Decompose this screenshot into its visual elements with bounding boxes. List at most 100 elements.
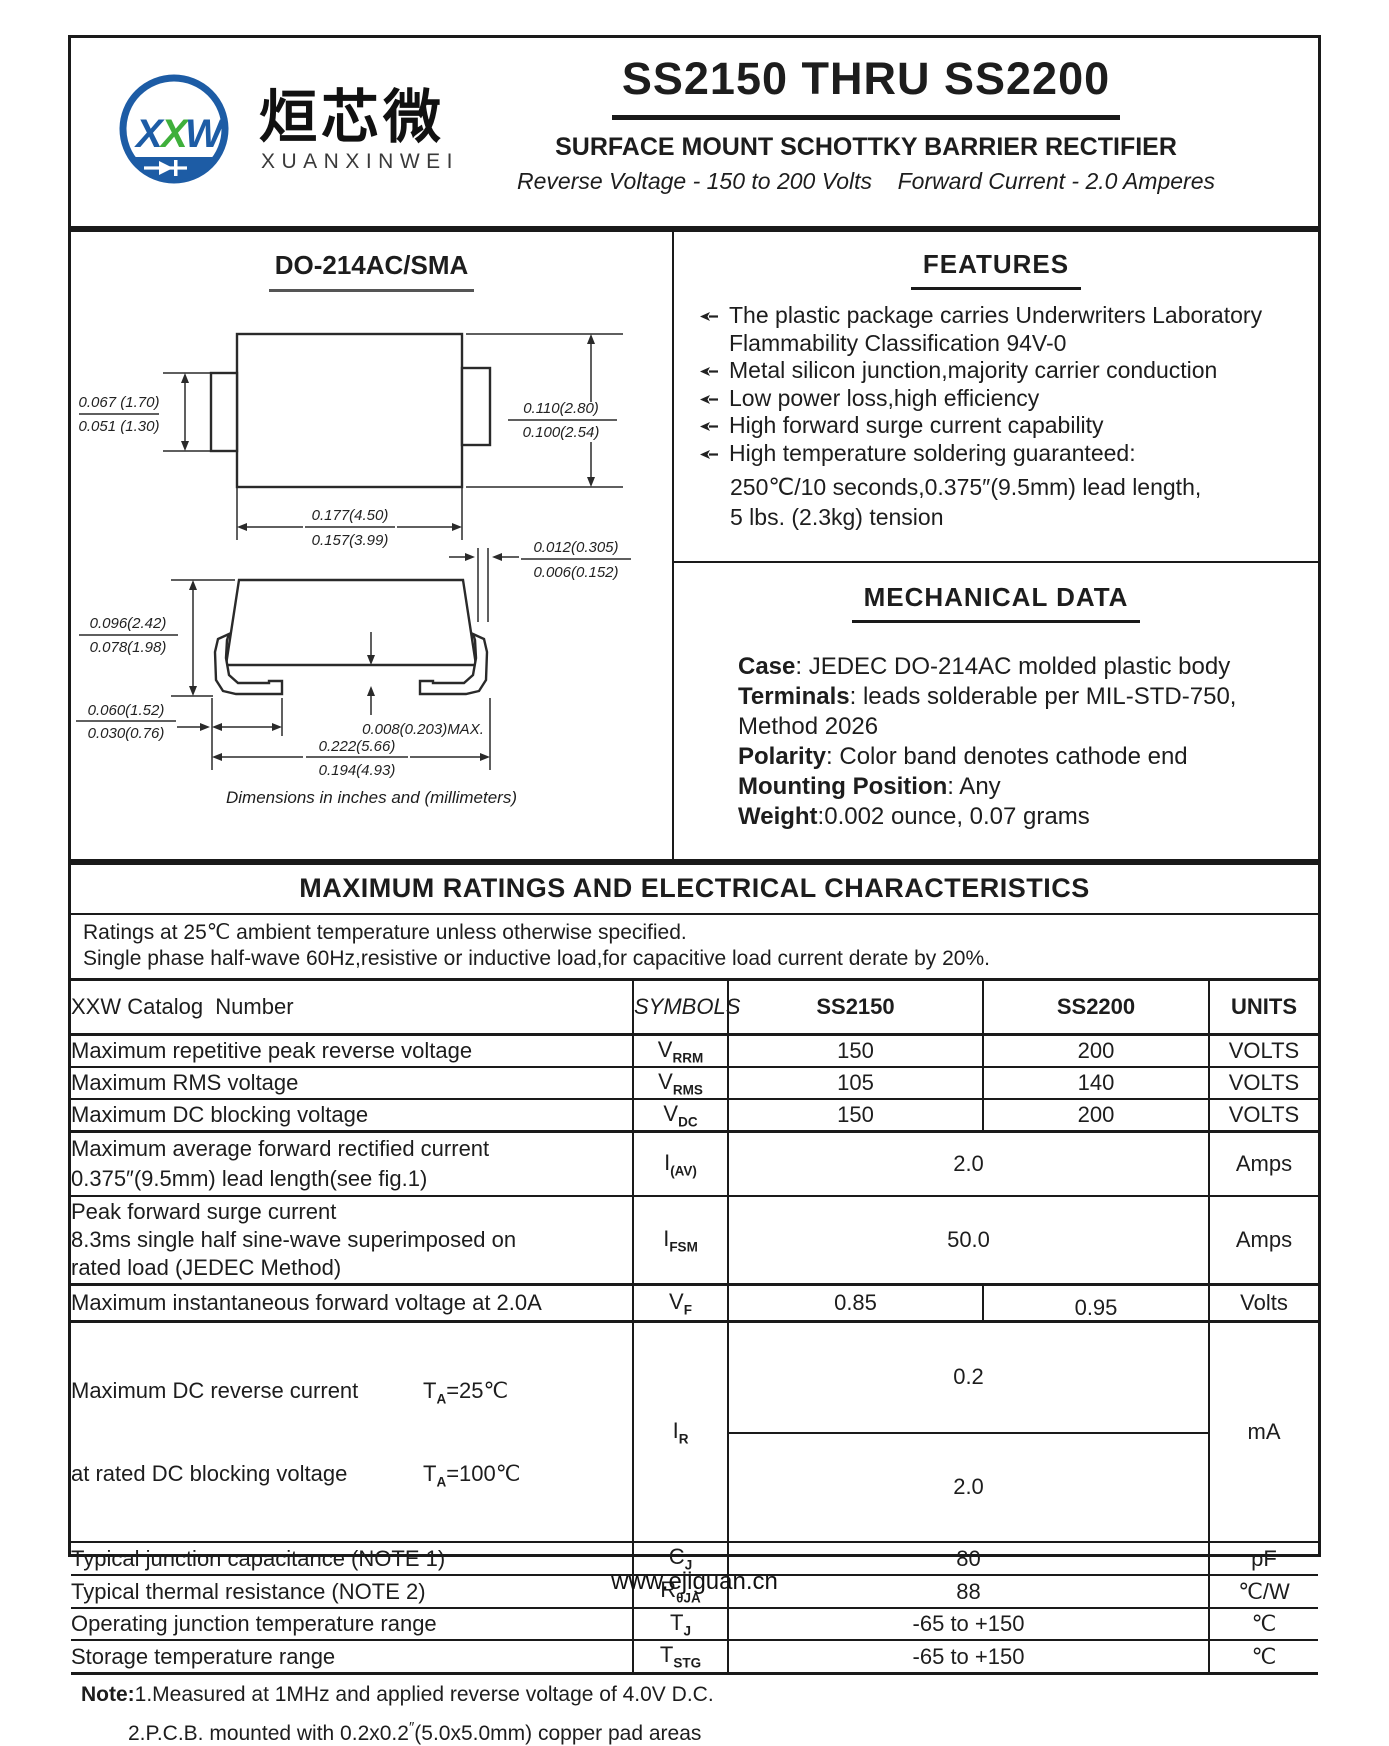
symbol-sub: FSM: [669, 1239, 698, 1255]
param-line: at rated DC blocking voltage: [71, 1461, 348, 1486]
website-url: www.ejiguan.cn: [611, 1568, 778, 1595]
dim-label: 0.030(0.76): [88, 725, 165, 742]
value-span: -65 to +150: [727, 1607, 1210, 1641]
symbol-main: V: [669, 1288, 684, 1314]
dim-label: 0.096(2.42): [90, 615, 167, 632]
symbol-cell: I(AV): [632, 1130, 729, 1197]
symbol-sub: DC: [678, 1114, 698, 1130]
symbol-main: V: [657, 1036, 673, 1062]
value-ss2150: 150: [727, 1033, 984, 1068]
features-list: The plastic package carries Underwriters…: [700, 302, 1310, 532]
symbol-cell: CJ: [632, 1541, 729, 1576]
dim-label: 0.051 (1.30): [79, 418, 160, 435]
unit-cell: mA: [1208, 1320, 1318, 1543]
unit-cell: VOLTS: [1208, 1033, 1318, 1068]
diode-symbol-icon: [144, 160, 187, 176]
dim-label: 0.060(1.52): [88, 702, 165, 719]
unit-cell: ℃: [1208, 1639, 1318, 1675]
package-drawing-panel: DO-214AC/SMA 0.067 (1.70) 0.051 (1.30) 0…: [71, 232, 674, 859]
unit-cell: Amps: [1208, 1130, 1318, 1197]
symbol-main: I: [672, 1417, 679, 1443]
logo-mark-icon: X X W: [119, 74, 229, 184]
symbol-cell: TSTG: [632, 1639, 729, 1675]
bullet-arrow-icon: [700, 422, 718, 431]
value-span: 0.2: [727, 1320, 1210, 1434]
section-title-maximum-ratings: MAXIMUM RATINGS AND ELECTRICAL CHARACTER…: [71, 865, 1318, 915]
list-item: High forward surge current capability: [700, 412, 1310, 440]
param-name: Peak forward surge current 8.3ms single h…: [71, 1195, 634, 1286]
param-name: Maximum repetitive peak reverse voltage: [71, 1033, 634, 1068]
table-row: Storage temperature range TSTG -65 to +1…: [71, 1639, 1318, 1675]
feature-text: High forward surge current capability: [729, 412, 1104, 438]
symbol-sub: θJA: [676, 1590, 701, 1606]
package-outline-drawing: 0.067 (1.70) 0.051 (1.30) 0.110(2.80) 0.…: [76, 332, 631, 779]
dim-label: 0.078(1.98): [90, 639, 167, 656]
features-heading: FEATURES: [910, 249, 1082, 290]
param-name: Maximum DC reverse current TA=25℃ at rate…: [71, 1320, 634, 1543]
company-name-latin: XUANXINWEI: [261, 150, 460, 173]
body-top-view: [235, 332, 464, 489]
dim-label: 0.012(0.305): [533, 539, 618, 556]
table-row: Peak forward surge current 8.3ms single h…: [71, 1195, 1318, 1286]
test-condition: TA=25℃: [423, 1378, 509, 1407]
bullet-arrow-icon: [700, 367, 718, 376]
symbol-sub: RMS: [672, 1082, 703, 1098]
right-lead-top-view: [460, 366, 492, 447]
param-name: Operating junction temperature range: [71, 1607, 634, 1641]
symbol-main: V: [663, 1100, 679, 1126]
ratings-line: Ratings at 25℃ ambient temperature unles…: [83, 921, 687, 944]
ratings-tagline: Reverse Voltage - 150 to 200 Volts Forwa…: [517, 168, 1215, 194]
symbol-sub: STG: [673, 1655, 702, 1671]
drawing-and-features-box: DO-214AC/SMA 0.067 (1.70) 0.051 (1.30) 0…: [68, 229, 1321, 862]
param-name: Maximum DC blocking voltage: [71, 1098, 634, 1133]
mech-desc: Method 2026: [738, 713, 879, 740]
mech-desc: : JEDEC DO-214AC molded plastic body: [795, 653, 1231, 680]
body-side-view: [224, 578, 478, 667]
mechanical-heading: MECHANICAL DATA: [851, 582, 1141, 623]
unit-cell: ℃: [1208, 1607, 1318, 1641]
value-ss2200: 0.95: [982, 1283, 1210, 1323]
symbol-main: T: [670, 1609, 684, 1635]
inch-mark: ″: [408, 1719, 415, 1736]
bullet-arrow-icon: [700, 394, 718, 404]
value-span: 80: [727, 1541, 1210, 1576]
value-ss2150: 105: [727, 1066, 984, 1100]
symbol-sub: J: [684, 1557, 693, 1573]
left-lead-side-view: [213, 631, 284, 696]
param-line: Maximum average forward rectified curren…: [71, 1136, 490, 1161]
column-header-catalog: XXW Catalog Number: [71, 981, 634, 1036]
symbol-cell: IFSM: [632, 1195, 729, 1286]
param-line: Peak forward surge current: [71, 1199, 337, 1224]
logo-letter-w: W: [185, 112, 226, 156]
value-text: 0.95: [1074, 1295, 1118, 1320]
mechanical-data-section: MECHANICAL DATA Case: JEDEC DO-214AC mol…: [674, 565, 1318, 859]
mechanical-text: Case: JEDEC DO-214AC molded plastic body…: [738, 652, 1310, 832]
param-line: rated load (JEDEC Method): [71, 1255, 342, 1280]
company-name-chinese: 烜芯微: [259, 83, 446, 151]
value-span: 88: [727, 1574, 1210, 1609]
symbol-cell: VF: [632, 1283, 729, 1323]
feature-text: 250℃/10 seconds,0.375″(9.5mm) lead lengt…: [730, 474, 1202, 500]
dim-label: 0.067 (1.70): [79, 394, 160, 411]
note-text: 2.P.C.B. mounted with 0.2x0.2: [128, 1722, 409, 1745]
logo-letter-x1: X: [134, 112, 165, 156]
value-span: 50.0: [727, 1195, 1210, 1286]
company-logo: X X W 烜芯微 XUANXINWEI: [113, 68, 533, 218]
table-row: Maximum instantaneous forward voltage at…: [71, 1283, 1318, 1323]
value-span: -65 to +150: [727, 1639, 1210, 1675]
table-row: Maximum DC blocking voltage VDC 150 200 …: [71, 1098, 1318, 1133]
unit-cell: Amps: [1208, 1195, 1318, 1286]
symbol-cell: IR: [632, 1320, 729, 1543]
table-row: 2.0: [71, 1431, 1318, 1544]
feature-text: The plastic package carries Underwriters…: [729, 302, 1263, 328]
symbol-cell: VDC: [632, 1098, 729, 1133]
value-span: 2.0: [728, 1431, 1209, 1544]
mech-desc: : leads solderable per MIL-STD-750,: [849, 683, 1237, 710]
device-description: SURFACE MOUNT SCHOTTKY BARRIER RECTIFIER: [555, 133, 1177, 161]
title-block: SS2150 THRU SS2200 SURFACE MOUNT SCHOTTK…: [451, 53, 1281, 195]
ratings-conditions: Ratings at 25℃ ambient temperature unles…: [71, 915, 1318, 981]
mech-desc: :0.002 ounce, 0.07 grams: [817, 803, 1090, 830]
mech-term: Weight: [738, 803, 818, 830]
symbol-main: C: [668, 1544, 685, 1570]
symbol-sub: RRM: [672, 1050, 704, 1066]
